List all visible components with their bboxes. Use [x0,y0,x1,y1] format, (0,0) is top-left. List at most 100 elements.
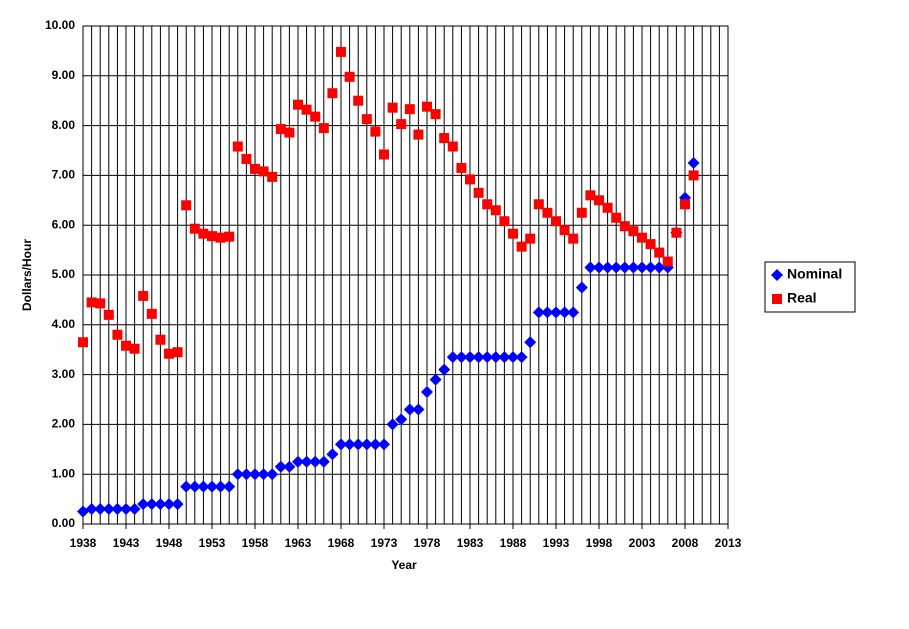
point [275,124,286,135]
point [353,95,364,106]
y-axis-title: Dollars/Hour [20,239,34,311]
point [533,199,544,210]
point [568,233,579,244]
point [103,309,114,320]
point [352,438,365,451]
point [214,480,227,493]
point [335,438,347,451]
point [551,216,561,227]
point [172,347,183,358]
point [602,202,613,213]
x-tick-label: 2013 [715,536,742,550]
point [370,126,381,137]
point [482,199,493,210]
x-tick-label: 1938 [70,536,97,550]
point [78,337,88,348]
point [575,281,588,294]
point [567,306,580,319]
point [310,111,321,122]
point [94,503,107,516]
point [422,101,432,112]
point [430,109,441,120]
point [396,119,407,130]
point [336,46,346,57]
point [86,297,97,308]
point [188,480,201,493]
point [627,261,640,274]
y-tick-label: 7.00 [52,168,76,182]
legend-label: Nominal [787,266,842,282]
point [403,403,416,416]
legend-marker [771,269,783,281]
point [481,351,494,364]
point [644,261,657,274]
x-tick-label: 1963 [285,536,312,550]
point [524,336,537,349]
point [654,247,665,258]
point [318,123,329,134]
y-tick-label: 6.00 [52,217,76,231]
point [369,438,382,451]
point [361,114,372,125]
point [154,498,167,511]
y-tick-label: 1.00 [52,466,76,480]
point [198,228,209,239]
point [379,149,389,160]
point [447,141,458,152]
point [257,468,270,481]
point [413,129,424,140]
point [155,334,166,345]
point [532,306,545,319]
y-tick-label: 10.00 [45,18,75,32]
point [688,170,699,181]
point [438,363,451,376]
x-tick-label: 2003 [629,536,656,550]
point [584,261,597,274]
point [601,261,614,274]
point [102,503,115,516]
point [163,498,175,511]
point [121,340,131,351]
point [464,351,476,364]
point [197,480,210,493]
legend-marker [772,294,782,304]
legend-label: Real [787,290,817,306]
point [224,231,235,242]
point [378,438,390,451]
point [507,351,519,364]
point [610,261,623,274]
point [137,498,150,511]
point [412,403,425,416]
point [95,298,106,309]
point [576,207,587,218]
point [207,231,217,242]
point [240,468,253,481]
point [421,386,433,399]
point [112,329,123,340]
point [508,228,518,239]
point [680,199,690,210]
point [189,223,200,234]
point [250,163,260,174]
point [138,290,149,301]
y-tick-label: 8.00 [52,118,76,132]
point [360,438,373,451]
x-axis-title: Year [391,558,417,572]
point [274,460,287,473]
point [636,261,648,274]
point [585,190,596,201]
plot-border [82,25,729,525]
point [550,306,562,319]
point [558,306,571,319]
point [618,261,631,274]
point [301,104,312,115]
point [465,174,475,185]
x-tick-label: 1998 [586,536,613,550]
y-tick-label: 5.00 [52,267,76,281]
point [111,503,124,516]
point [171,498,184,511]
point [266,468,279,481]
point [231,468,244,481]
point [542,207,553,218]
